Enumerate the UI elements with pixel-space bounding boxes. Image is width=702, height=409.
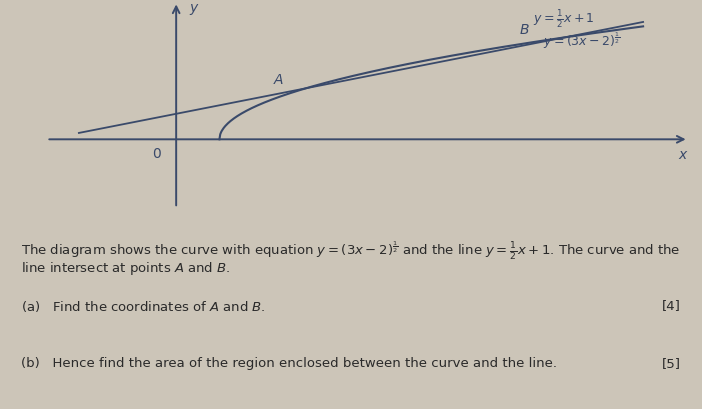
Text: B: B	[520, 23, 529, 37]
Text: line intersect at points $A$ and $B$.: line intersect at points $A$ and $B$.	[21, 260, 230, 276]
Text: $y = \frac{1}{2}x+1$: $y = \frac{1}{2}x+1$	[533, 8, 595, 29]
Text: 0: 0	[152, 146, 161, 160]
Text: (b)   Hence find the area of the region enclosed between the curve and the line.: (b) Hence find the area of the region en…	[21, 356, 557, 369]
Text: [4]: [4]	[662, 299, 681, 312]
Text: A: A	[274, 72, 283, 87]
Text: [5]: [5]	[662, 356, 681, 369]
Text: $y = (3x-2)^{\frac{1}{2}}$: $y = (3x-2)^{\frac{1}{2}}$	[543, 31, 620, 51]
Text: The diagram shows the curve with equation $y = (3x-2)^{\frac{1}{2}}$ and the lin: The diagram shows the curve with equatio…	[21, 239, 680, 261]
Text: y: y	[189, 1, 197, 15]
Text: (a)   Find the coordinates of $A$ and $B$.: (a) Find the coordinates of $A$ and $B$.	[21, 299, 265, 314]
Text: x: x	[678, 148, 686, 162]
